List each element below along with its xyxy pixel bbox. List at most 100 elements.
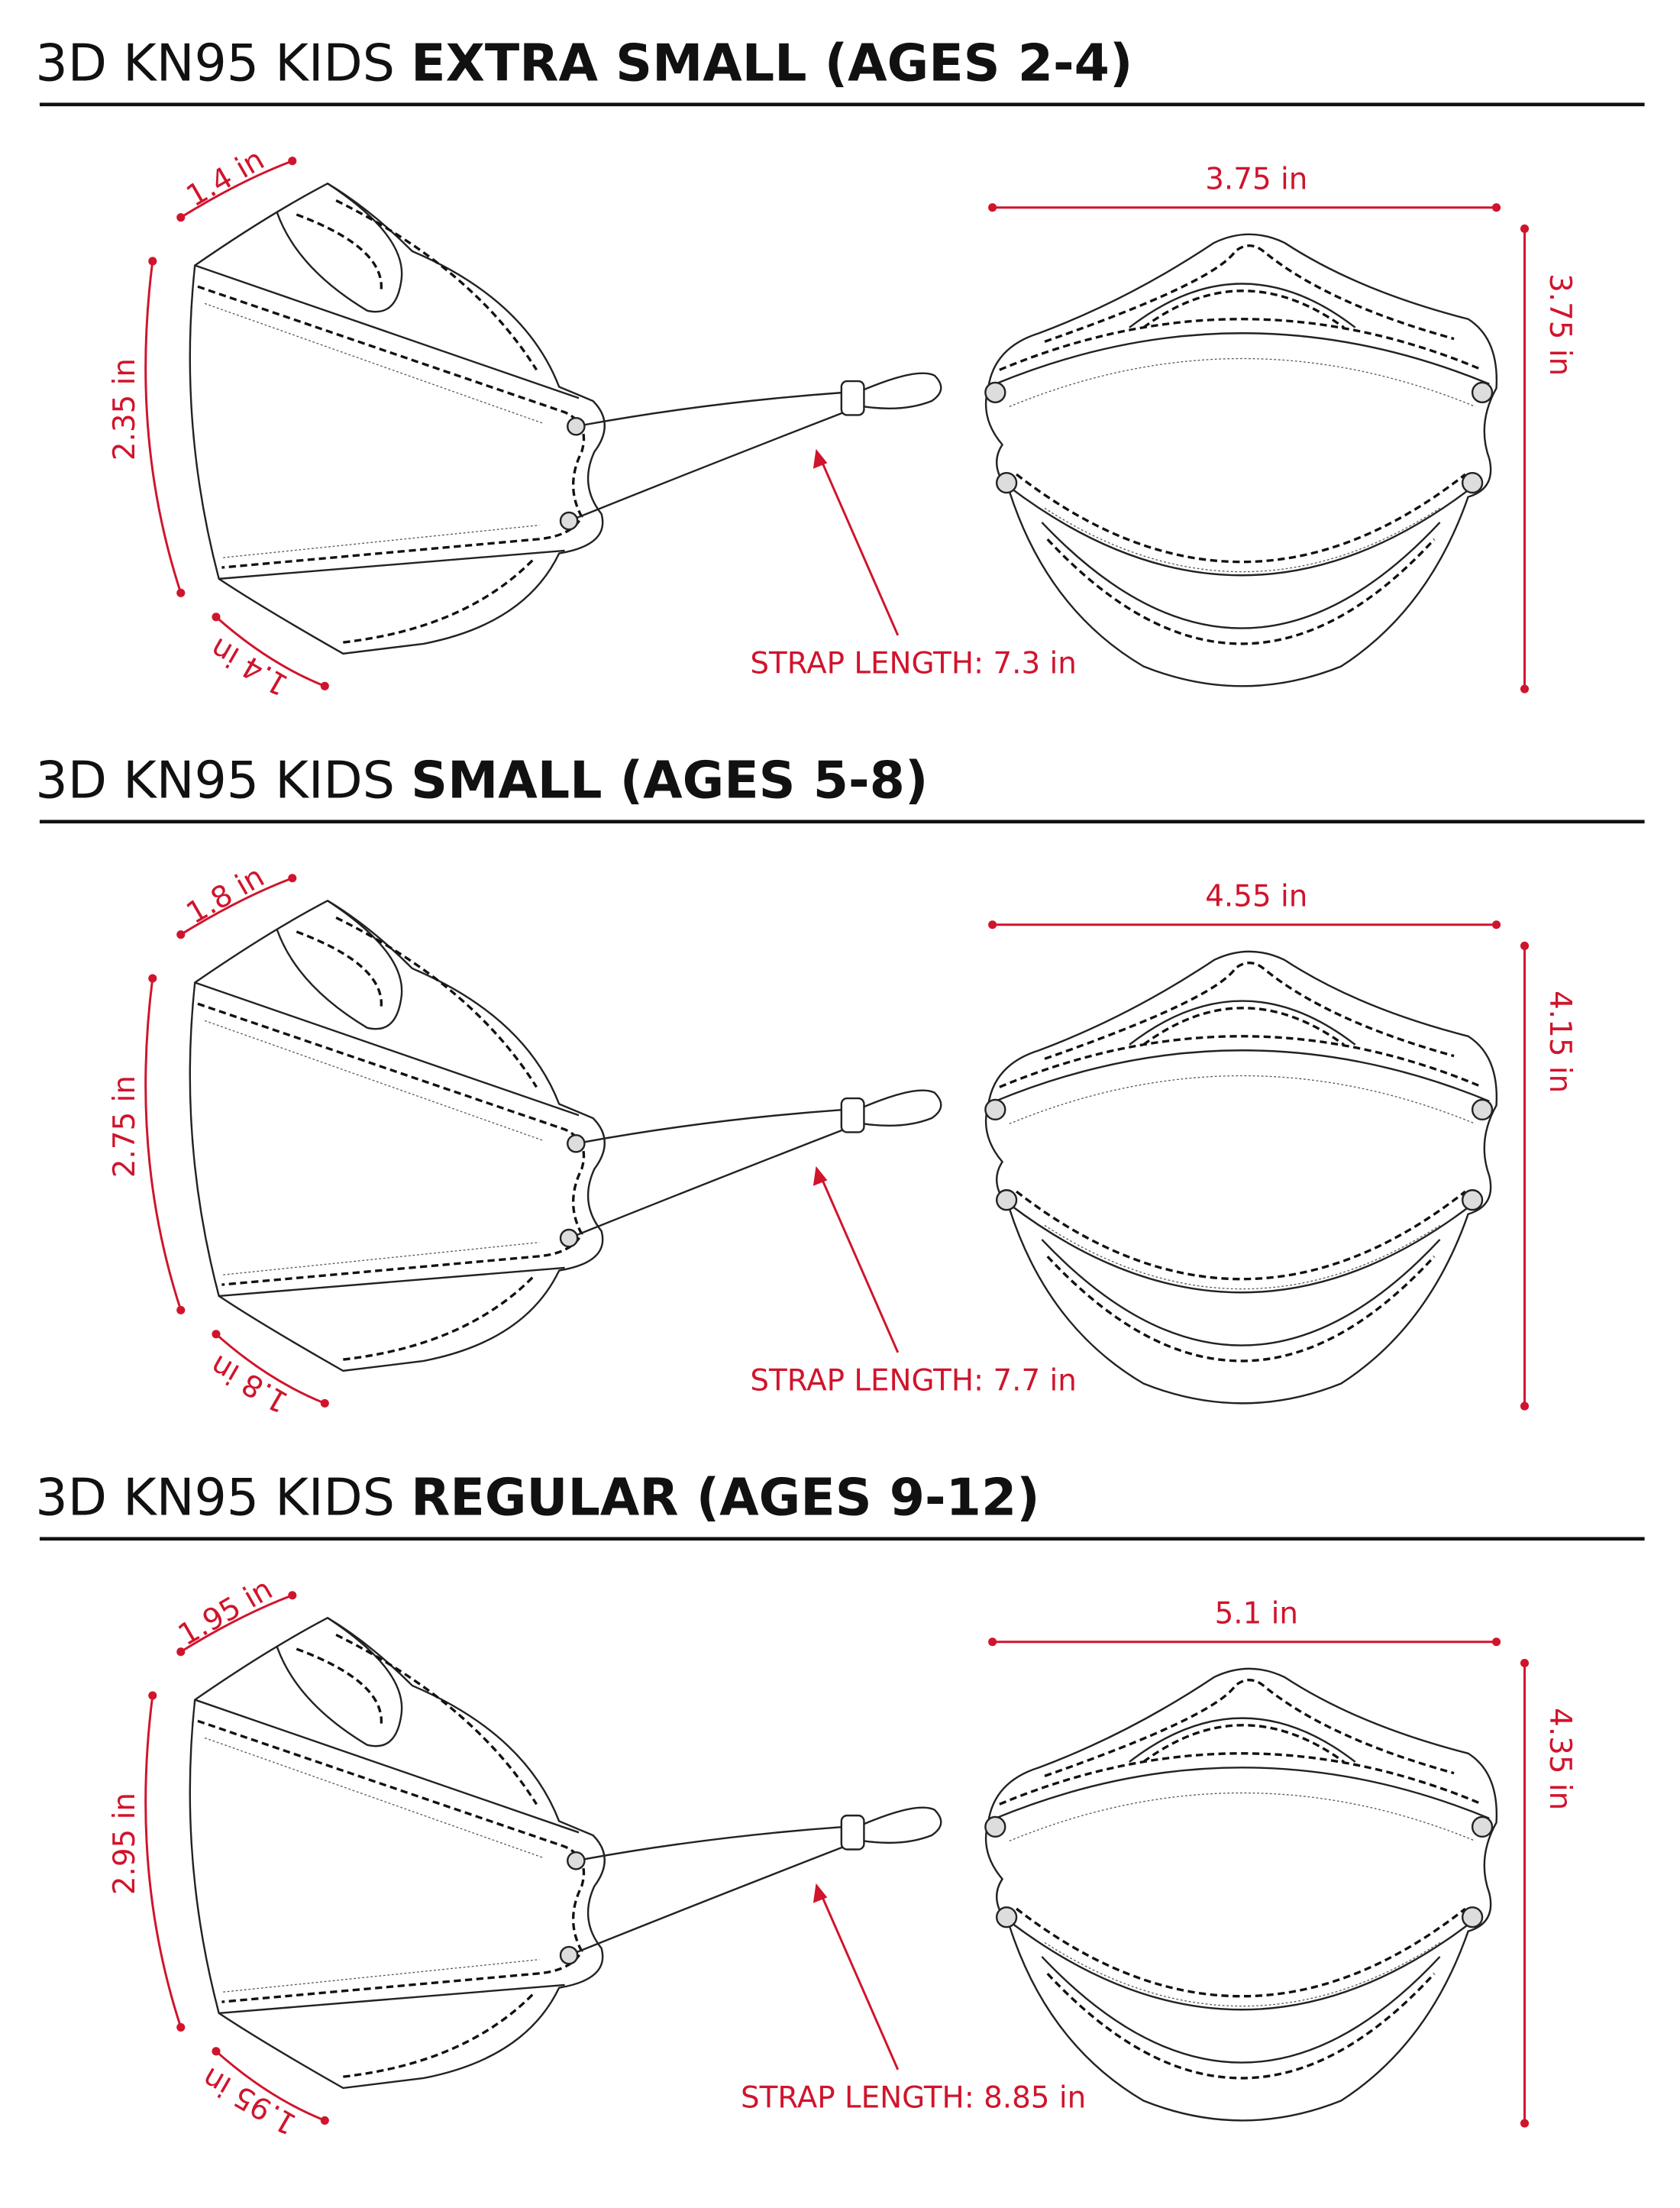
strap-clip [840, 1814, 865, 1851]
strap-loop [863, 1089, 942, 1127]
strap [568, 391, 845, 522]
eyelet [1461, 1906, 1484, 1928]
side-mask-stitch [197, 1634, 586, 2078]
side-mask-panel [194, 1617, 580, 2015]
front-mask-band [994, 1717, 1490, 2064]
dim-end [148, 974, 157, 983]
front-mask-stitch [999, 1679, 1483, 2080]
front-mask-band [994, 1000, 1490, 1346]
dim-end [988, 920, 997, 929]
eyelet [984, 381, 1006, 404]
dim-end [1520, 2119, 1530, 2128]
section-title: 3D KN95 KIDS SMALL (AGES 5-8) [35, 750, 928, 810]
eyelet [1471, 381, 1494, 404]
eyelet [1461, 472, 1484, 494]
strap-label: STRAP LENGTH: 7.7 in [750, 1364, 1077, 1398]
front-mask-outline [984, 1667, 1498, 2122]
side-mask-panel [194, 900, 580, 1298]
strap-arrowhead [813, 448, 828, 469]
title-bold: EXTRA SMALL (AGES 2-4) [411, 33, 1132, 92]
dim-end [1520, 1658, 1530, 1668]
dim-end [320, 1398, 329, 1408]
section-title: 3D KN95 KIDS EXTRA SMALL (AGES 2-4) [35, 33, 1132, 92]
dim-end [288, 874, 297, 883]
dim-bottom-label: 1.4 in [205, 630, 294, 702]
strap [568, 1108, 845, 1240]
front-mask-dots [1009, 1075, 1476, 1290]
dim-end [176, 2022, 186, 2032]
front-mask-outline [984, 233, 1498, 687]
eyelet [559, 1228, 579, 1248]
dim-end [212, 1330, 221, 1339]
dim-end [148, 1691, 157, 1700]
dim-end [176, 1305, 186, 1314]
dim-bottom-line [215, 2050, 325, 2122]
dim-height-label: 3.75 in [1543, 273, 1577, 376]
title-bold: REGULAR (AGES 9-12) [411, 1467, 1040, 1527]
eyelet [995, 1906, 1018, 1928]
dim-end [176, 1647, 186, 1657]
dim-top-line [179, 160, 293, 218]
dim-height-label: 4.35 in [1543, 1708, 1577, 1810]
strap-label: STRAP LENGTH: 8.85 in [741, 2081, 1086, 2116]
dim-side-label: 2.95 in [108, 1793, 142, 1895]
dim-end [1520, 684, 1530, 693]
strap-arrow [817, 1171, 900, 1353]
side-mask-dots [204, 1020, 544, 1275]
dim-end [288, 1591, 297, 1600]
eyelet [995, 472, 1018, 494]
side-mask-panel [194, 183, 580, 580]
front-mask-dots [1009, 357, 1476, 573]
dim-end [320, 681, 329, 690]
title-light: 3D KN95 KIDS [35, 33, 395, 92]
dim-side-line [144, 978, 183, 1311]
strap-loop [863, 1806, 942, 1844]
dim-width-label: 3.75 in [1205, 163, 1307, 197]
dim-top-label: 1.4 in [181, 142, 270, 214]
side-mask-dots [204, 302, 544, 558]
eyelet [567, 416, 586, 436]
strap-clip [840, 1097, 865, 1133]
side-mask-dots [204, 1737, 544, 1993]
eyelet [1471, 1098, 1494, 1121]
dim-end [212, 613, 221, 622]
dim-width-label: 4.55 in [1205, 880, 1307, 914]
dim-top-line [179, 877, 293, 936]
front-mask-dots [1009, 1792, 1476, 2007]
dim-side-line [144, 260, 183, 593]
side-mask-stitch [197, 199, 586, 644]
dim-end [176, 930, 186, 939]
dim-end [288, 157, 297, 166]
strap-loop [863, 372, 942, 409]
front-mask-band [994, 283, 1490, 629]
title-light: 3D KN95 KIDS [35, 750, 395, 810]
strap-label: STRAP LENGTH: 7.3 in [750, 647, 1077, 681]
size-section: 3D KN95 KIDS REGULAR (AGES 9-12) 1.95 in 2… [35, 1467, 1645, 2141]
dim-end [176, 588, 186, 597]
dim-end [320, 2116, 329, 2125]
size-section: 3D KN95 KIDS SMALL (AGES 5-8) 1.8 in 2.75 … [35, 750, 1645, 1419]
front-mask-stitch [999, 961, 1483, 1363]
dim-end [1520, 224, 1530, 233]
strap [568, 1825, 845, 1957]
dim-bottom-label: 1.8 in [205, 1347, 294, 1419]
eyelet [995, 1189, 1018, 1211]
eyelet [1471, 1815, 1494, 1838]
eyelet [559, 511, 579, 531]
front-mask-outline [984, 950, 1498, 1405]
title-light: 3D KN95 KIDS [35, 1467, 395, 1527]
dim-side-label: 2.35 in [108, 358, 142, 461]
title-bold: SMALL (AGES 5-8) [411, 750, 928, 810]
dim-bottom-label: 1.95 in [196, 2060, 302, 2141]
dim-end [176, 213, 186, 222]
section-title: 3D KN95 KIDS REGULAR (AGES 9-12) [35, 1467, 1039, 1527]
strap-clip [840, 380, 865, 416]
dim-end [1520, 1401, 1530, 1411]
dim-end [1491, 203, 1501, 212]
eyelet [984, 1098, 1006, 1121]
strap-arrowhead [813, 1165, 828, 1186]
dim-height-label: 4.15 in [1543, 991, 1577, 1093]
dim-end [212, 2047, 221, 2056]
